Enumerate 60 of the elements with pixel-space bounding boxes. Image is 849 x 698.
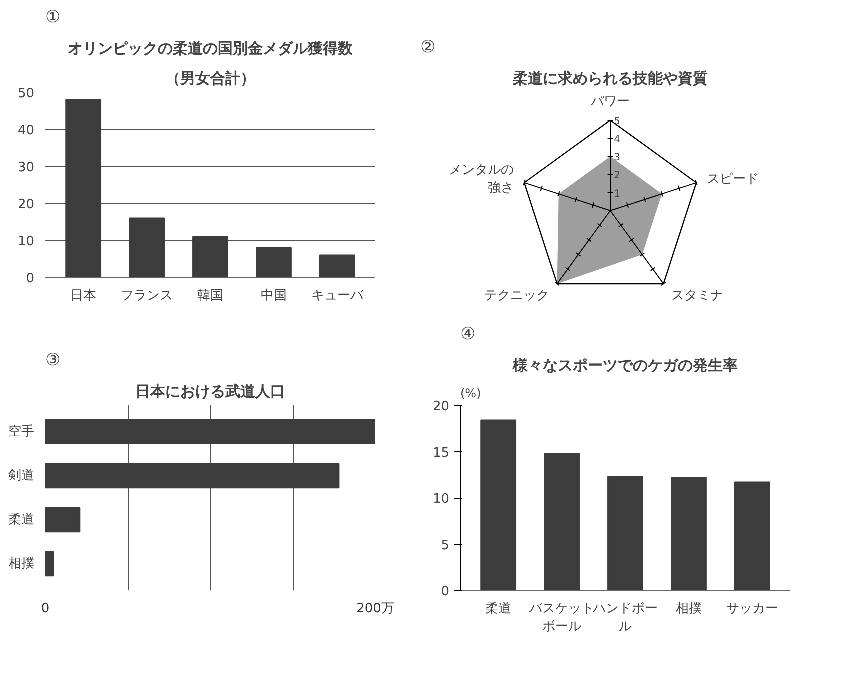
bar	[544, 453, 580, 590]
chart-title: 柔道に求められる技能や資質	[512, 70, 708, 88]
spoke-label: メンタルの強さ	[449, 163, 514, 196]
x-tick-label: 200万	[356, 602, 394, 616]
y-tick-label: 4	[614, 134, 620, 146]
bar	[46, 507, 81, 533]
spoke-label: パワー	[590, 94, 630, 110]
bar	[734, 482, 770, 590]
text: ④	[460, 324, 476, 344]
bar	[46, 419, 376, 445]
y-tick-label: 20	[18, 198, 35, 212]
y-tick-label: 0	[26, 272, 35, 286]
y-tick-label: 5	[614, 116, 620, 128]
bar	[480, 420, 517, 590]
chart-title: 日本における武道人口	[136, 382, 286, 400]
spoke-label: テクニック	[484, 288, 550, 304]
y-tick-label: 15	[432, 446, 450, 461]
bar	[256, 247, 292, 278]
y-tick-label: 20	[432, 400, 450, 414]
bar	[192, 236, 228, 278]
y-tick-label: 3	[614, 152, 620, 164]
chart-title: オリンピックの柔道の国別金メダル獲得数	[68, 40, 354, 58]
bar	[608, 476, 644, 590]
y-tick-label: 0	[441, 584, 450, 600]
spoke-label: スピード	[706, 172, 759, 188]
text: ②	[420, 38, 436, 58]
y-tick-label: 1	[614, 188, 620, 200]
x-tick-label: キューバ	[311, 288, 364, 304]
bar	[319, 254, 356, 278]
y-tick-label: 柔道	[8, 512, 34, 528]
x-tick-label: サッカー	[726, 602, 778, 616]
bar	[46, 463, 340, 489]
y-tick-label: 5	[441, 538, 450, 554]
chart-subtitle: （男女合計）	[166, 70, 256, 88]
y-axis-title: (%)	[460, 386, 482, 400]
y-tick-label: 空手	[8, 424, 34, 440]
y-tick-label: 40	[18, 124, 35, 138]
x-tick-label: ハンドボール	[592, 602, 658, 634]
chart-title: 様々なスポーツでのケガの発生率	[512, 356, 738, 374]
x-tick-label: 韓国	[198, 288, 224, 304]
y-tick-label: 50	[18, 86, 35, 102]
text: ①	[46, 8, 61, 28]
y-tick-label: 10	[18, 234, 35, 250]
y-tick-label: 剣道	[8, 468, 34, 484]
bar	[129, 218, 165, 278]
y-tick-label: 相撲	[8, 556, 34, 572]
y-tick-label: 2	[614, 170, 620, 182]
bar	[66, 99, 102, 278]
y-tick-label: 30	[18, 160, 35, 176]
text: ③	[46, 350, 61, 370]
x-tick-label: 日本	[70, 288, 97, 304]
x-tick-label: フランス	[121, 288, 174, 304]
x-tick-label: 柔道	[486, 602, 512, 616]
bar	[671, 477, 707, 590]
x-tick-label: 中国	[260, 288, 287, 304]
y-tick-label: 10	[432, 492, 450, 507]
x-tick-label: 0	[41, 602, 50, 616]
bar	[46, 551, 54, 577]
x-tick-label: 相撲	[676, 602, 702, 616]
spoke-label: スタミナ	[672, 288, 724, 304]
